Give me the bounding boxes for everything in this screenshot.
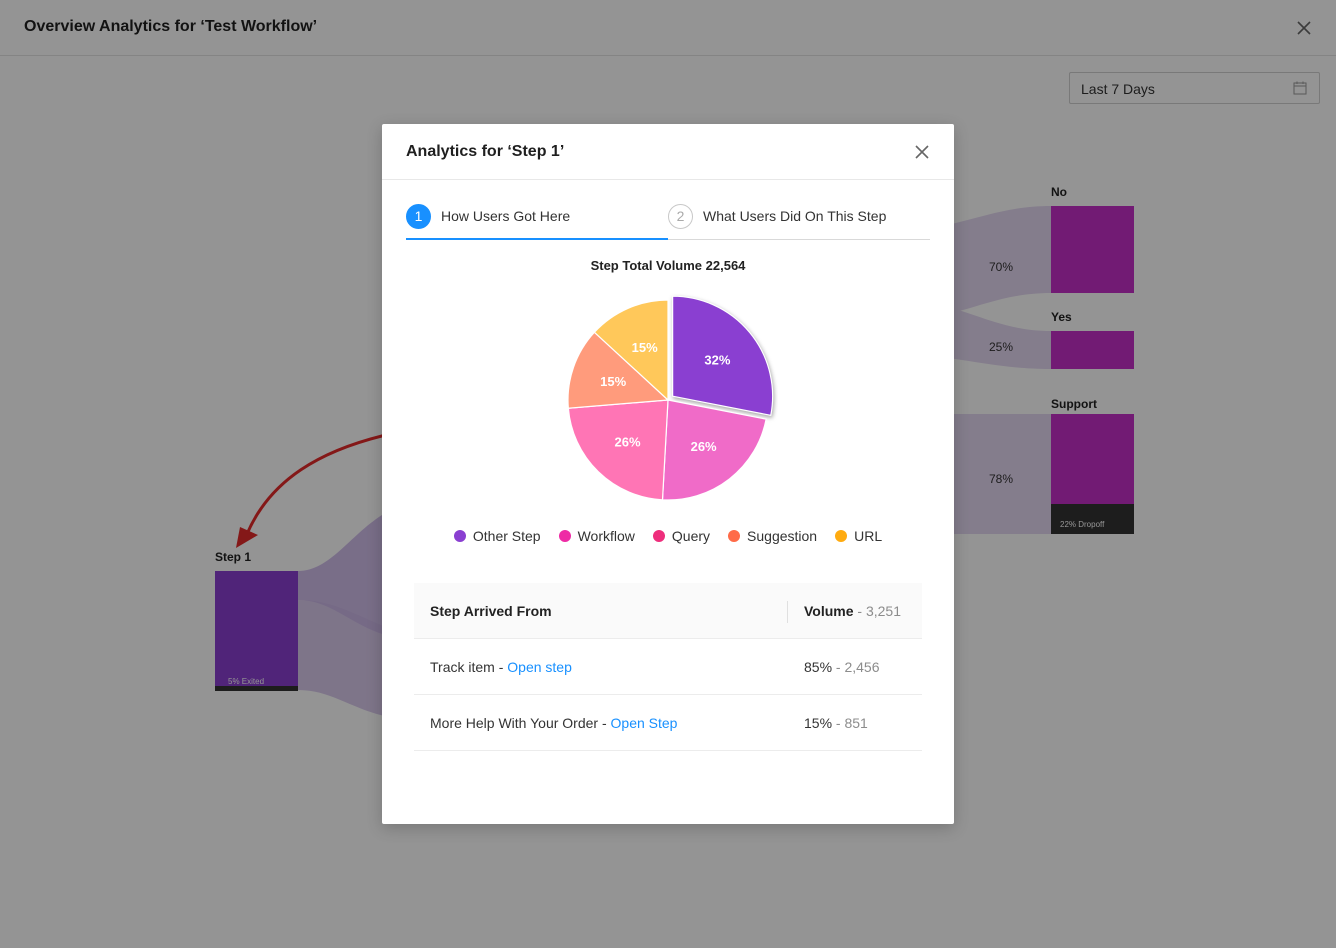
- step-tabs: 1 How Users Got Here 2 What Users Did On…: [406, 204, 930, 240]
- open-step-link[interactable]: Open Step: [610, 715, 678, 731]
- volume-count: - 2,456: [832, 659, 880, 675]
- legend-dot-icon: [652, 530, 665, 542]
- volume-header-value: - 3,251: [853, 603, 902, 619]
- sankey-label-yes: Yes: [1051, 310, 1072, 324]
- sankey-node-support-dropoff: [1051, 504, 1134, 534]
- tab-step-number: 2: [668, 204, 693, 229]
- pie-slice-workflow[interactable]: [661, 399, 767, 501]
- volume-pct: 85%: [804, 659, 833, 675]
- date-range-value: Last 7 Days: [1081, 81, 1155, 97]
- pie-slice-label: 26%: [615, 435, 641, 450]
- sankey-label-step1: Step 1: [215, 550, 252, 564]
- legend-dot-icon: [558, 530, 571, 542]
- legend-item-suggestion[interactable]: Suggestion: [728, 528, 817, 544]
- legend-item-url[interactable]: URL: [835, 528, 882, 544]
- annotation-arrow: [245, 432, 391, 535]
- pie-slice-url[interactable]: [593, 299, 669, 402]
- sankey-node-step1-exited: [215, 686, 298, 691]
- pie-chart: 32% 26% 26% 15% 15%: [567, 295, 774, 501]
- sankey-label-support: Support: [1051, 397, 1097, 411]
- pie-slice-suggestion[interactable]: [567, 331, 670, 409]
- legend-label: Workflow: [577, 528, 635, 544]
- legend-label: Other Step: [472, 528, 541, 544]
- tab-how-users-got-here[interactable]: 1 How Users Got Here: [406, 204, 668, 240]
- date-range-picker[interactable]: Last 7 Days: [1069, 72, 1320, 104]
- volume-header-label: Volume: [804, 603, 854, 619]
- table-header: Step Arrived From Volume - 3,251: [414, 583, 922, 639]
- chart-legend: Other Step Workflow Query Suggestion URL: [382, 528, 954, 546]
- pie-slice-label: 26%: [691, 439, 717, 454]
- modal-title: Analytics for ‘Step 1’: [406, 143, 565, 160]
- table-row: Track item - Open step 85% - 2,456: [414, 639, 922, 695]
- legend-dot-icon: [728, 530, 741, 542]
- tab-label: What Users Did On This Step: [703, 208, 887, 224]
- legend-item-query[interactable]: Query: [652, 528, 711, 544]
- legend-item-other-step[interactable]: Other Step: [453, 528, 541, 544]
- row-step-name: More Help With Your Order - Open Step: [430, 715, 677, 731]
- sankey-dropoff-label: 22% Dropoff: [1060, 520, 1105, 529]
- chart-title: Step Total Volume 22,564: [590, 258, 746, 273]
- tab-step-number: 1: [406, 204, 431, 229]
- sankey-pct-no: 70%: [989, 260, 1014, 274]
- column-header-volume: Volume - 3,251: [804, 603, 901, 619]
- legend-label: Query: [671, 528, 711, 544]
- legend-label: URL: [854, 528, 883, 544]
- step-name: Track item -: [430, 659, 508, 675]
- pie-slice-label: 15%: [600, 374, 626, 389]
- step-analytics-modal: Analytics for ‘Step 1’ 1 How Users Got H…: [382, 124, 954, 824]
- table-row: More Help With Your Order - Open Step 15…: [414, 695, 922, 751]
- sankey-exited-label: 5% Exited: [228, 677, 265, 686]
- sankey-pct-yes: 25%: [989, 340, 1014, 354]
- step-name: More Help With Your Order -: [430, 715, 611, 731]
- pie-slice-label: 15%: [632, 340, 658, 355]
- row-step-name: Track item - Open step: [430, 659, 572, 675]
- modal-header: Analytics for ‘Step 1’: [382, 124, 954, 180]
- legend-dot-icon: [453, 530, 466, 542]
- sankey-node-yes: [1051, 331, 1134, 369]
- pie-slice-label: 32%: [704, 352, 730, 367]
- close-icon[interactable]: [912, 142, 932, 162]
- page-close-icon[interactable]: [1294, 18, 1314, 38]
- row-volume: 15% - 851: [804, 715, 868, 731]
- legend-item-workflow[interactable]: Workflow: [558, 528, 635, 544]
- page-title: Overview Analytics for ‘Test Workflow’: [24, 18, 318, 35]
- legend-dot-icon: [835, 530, 848, 542]
- arrow-head-icon: [236, 527, 258, 548]
- tab-label: How Users Got Here: [441, 208, 571, 224]
- calendar-icon: [1293, 81, 1307, 95]
- sankey-node-step1: [215, 571, 298, 691]
- arrival-table: Step Arrived From Volume - 3,251 Track i…: [414, 583, 922, 751]
- pie-slice-query[interactable]: [567, 399, 669, 501]
- sankey-pct-support: 78%: [989, 472, 1014, 486]
- tab-what-users-did[interactable]: 2 What Users Did On This Step: [668, 204, 930, 239]
- column-header-step: Step Arrived From: [430, 603, 552, 619]
- column-divider: [787, 601, 788, 623]
- row-volume: 85% - 2,456: [804, 659, 880, 675]
- page-header: Overview Analytics for ‘Test Workflow’: [0, 0, 1336, 56]
- sankey-node-no: [1051, 206, 1134, 293]
- sankey-label-no: No: [1051, 185, 1067, 199]
- sankey-node-support: [1051, 414, 1134, 504]
- legend-label: Suggestion: [747, 528, 818, 544]
- pie-slice-other-step[interactable]: [672, 295, 774, 417]
- volume-count: - 851: [832, 715, 868, 731]
- volume-pct: 15%: [804, 715, 833, 731]
- open-step-link[interactable]: Open step: [507, 659, 572, 675]
